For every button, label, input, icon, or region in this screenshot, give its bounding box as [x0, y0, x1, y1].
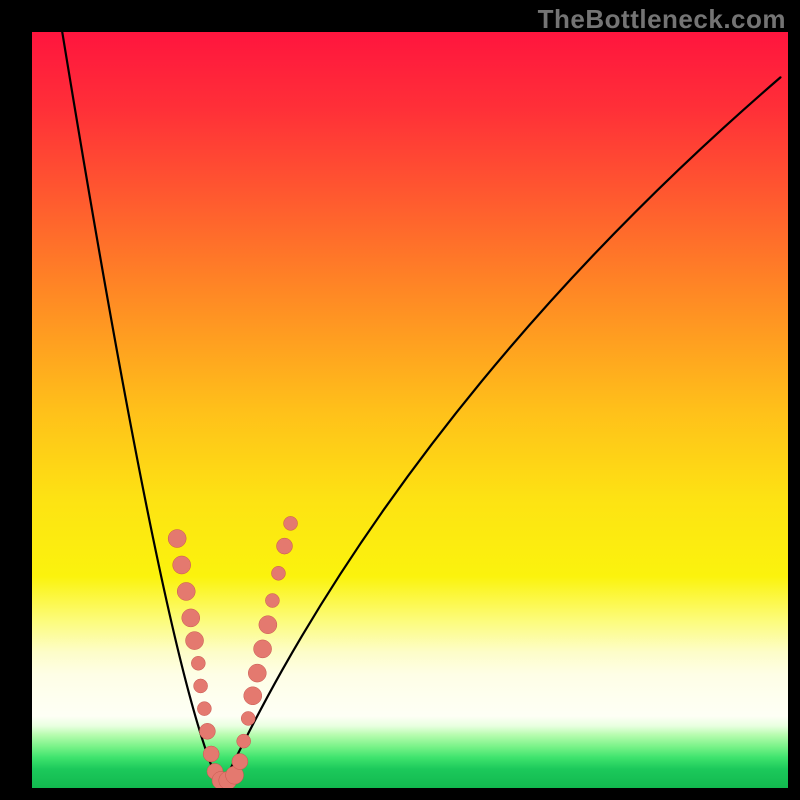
data-marker: [177, 582, 195, 600]
data-marker: [232, 754, 248, 770]
data-marker: [271, 566, 285, 580]
data-marker: [197, 702, 211, 716]
data-marker: [199, 723, 215, 739]
data-marker: [277, 538, 293, 554]
data-marker: [173, 556, 191, 574]
data-marker: [259, 616, 277, 634]
data-marker: [284, 516, 298, 530]
data-marker: [237, 734, 251, 748]
data-marker: [248, 664, 266, 682]
data-marker: [191, 656, 205, 670]
data-marker: [168, 530, 186, 548]
data-marker: [265, 594, 279, 608]
data-marker: [203, 746, 219, 762]
data-marker: [182, 609, 200, 627]
chart-svg: [32, 32, 788, 788]
data-marker: [194, 679, 208, 693]
gradient-background: [32, 32, 788, 788]
data-marker: [186, 632, 204, 650]
data-marker: [254, 640, 272, 658]
data-marker: [244, 687, 262, 705]
plot-area: [32, 32, 788, 788]
data-marker: [241, 711, 255, 725]
watermark-text: TheBottleneck.com: [538, 4, 786, 35]
